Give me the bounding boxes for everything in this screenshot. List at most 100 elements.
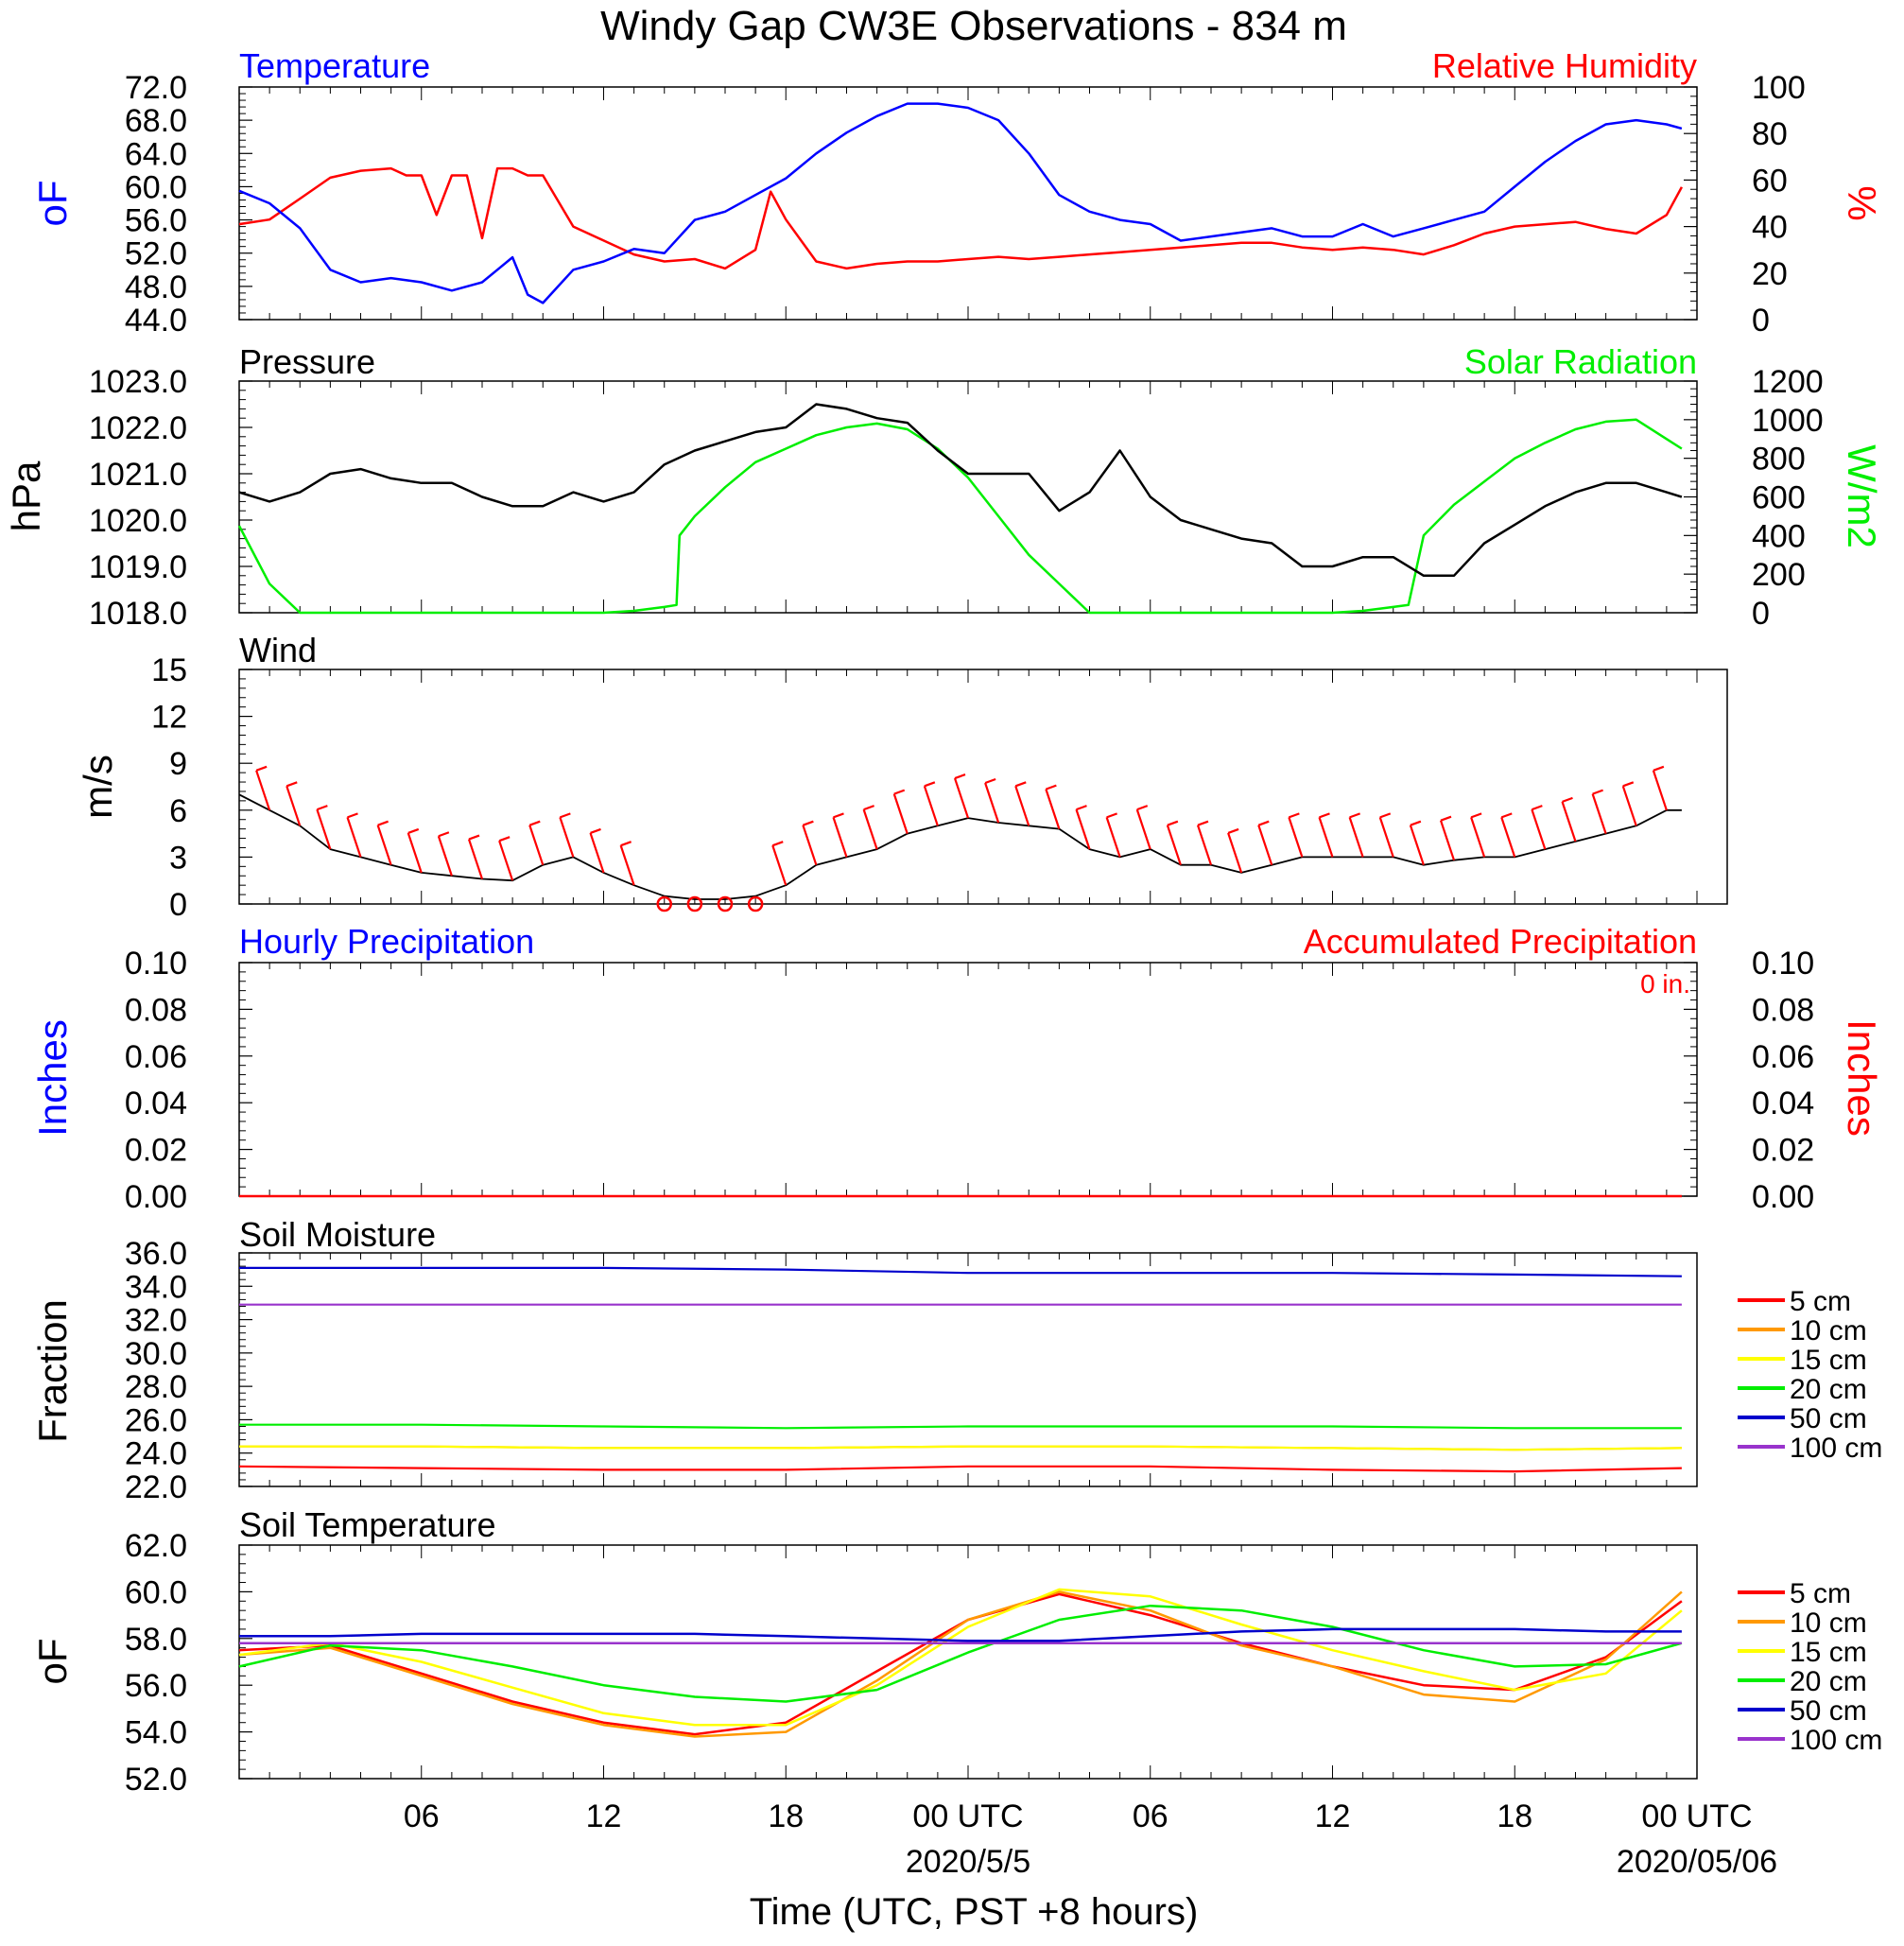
wind-barb-flag	[377, 820, 389, 826]
wind-barb-flag	[1319, 812, 1330, 819]
wind-barb	[1378, 817, 1394, 858]
solar-title: Solar Radiation	[1464, 342, 1697, 381]
wind-barb-flag	[407, 827, 420, 834]
wind-barb	[1621, 785, 1637, 826]
x-date-label: 2020/05/06	[1617, 1844, 1777, 1880]
panel-wind: 0 3 6 9 12 15 Wind m/s	[76, 631, 1728, 923]
soil-temperature-title: Soil Temperature	[239, 1505, 495, 1544]
wind-barb-flag	[590, 827, 601, 834]
accum-precip-value: 0 in.	[1640, 969, 1690, 999]
y-tick-label: 0.04	[125, 1086, 187, 1121]
wind-barb-flag	[924, 781, 936, 788]
y-tick-label: 100	[1752, 70, 1806, 106]
x-tick-label: 12	[586, 1798, 622, 1834]
hourly-precip-title: Hourly Precipitation	[239, 922, 534, 961]
wind-barb-flag	[1076, 805, 1087, 811]
wind-barb	[953, 777, 970, 819]
soil-moisture-line	[238, 1465, 1682, 1473]
wind-barb-flag	[1410, 820, 1422, 826]
soil-temperature-line	[238, 1604, 1683, 1703]
temperature-axis-label: oF	[30, 180, 75, 226]
legend-label: 50 cm	[1790, 1695, 1867, 1727]
y-tick-label: 600	[1752, 480, 1806, 516]
temp_rh-frame	[238, 86, 1698, 321]
y-tick-label: 0.04	[1752, 1086, 1814, 1121]
wind-barb-flag	[1440, 815, 1452, 822]
wind-barb-flag	[1197, 820, 1209, 826]
wind-barb	[286, 785, 302, 826]
y-tick-label: 24.0	[125, 1436, 187, 1472]
wind-barb	[1257, 825, 1273, 866]
y-tick-label: 60.0	[125, 169, 187, 205]
y-tick-label: 80	[1752, 116, 1788, 152]
calm-wind-marker	[717, 895, 734, 912]
wind-barb	[1014, 785, 1030, 826]
y-tick-label: 1018.0	[89, 596, 187, 632]
soil-temperature-axis-label: oF	[30, 1638, 75, 1684]
wind-barb	[1318, 817, 1334, 858]
x-tick-label: 00 UTC	[912, 1798, 1023, 1834]
y-tick-label: 28.0	[125, 1369, 187, 1405]
wind-barb-flag	[1562, 796, 1573, 803]
y-tick-label: 1019.0	[89, 549, 187, 585]
legend-label: 10 cm	[1790, 1607, 1867, 1639]
wind-speed-line	[238, 793, 1682, 900]
wind-barb-flag	[1531, 805, 1543, 811]
calm-wind-marker	[686, 895, 703, 912]
wind-barb	[589, 832, 605, 874]
soil-temperature-line	[238, 1588, 1683, 1727]
panel-precipitation: 0.00 0.02 0.04 0.06 0.08 0.10 0.00 0.02 0.04 0.06…	[30, 922, 1884, 1215]
y-tick-label: 0.08	[1752, 992, 1814, 1028]
wind-barb	[923, 785, 939, 826]
pressure-line	[238, 403, 1683, 578]
y-tick-label: 0.08	[125, 992, 187, 1028]
soil-temperature-line	[238, 1590, 1683, 1738]
wind-axis-label: m/s	[76, 755, 120, 819]
wind-barb-flag	[1622, 781, 1635, 788]
wind-barb-flag	[833, 812, 844, 819]
temperature-title: Temperature	[239, 46, 430, 85]
temperature-line	[238, 102, 1683, 304]
accum-precip-title: Accumulated Precipitation	[1304, 922, 1697, 961]
wind-barb	[467, 839, 484, 879]
y-tick-label: 60	[1752, 163, 1788, 199]
y-tick-label: 48.0	[125, 269, 187, 305]
wind-barb	[437, 835, 453, 877]
y-tick-label: 62.0	[125, 1528, 187, 1564]
calm-wind-marker	[747, 895, 764, 912]
y-tick-label: 44.0	[125, 303, 187, 339]
wind-barb-flag	[802, 820, 814, 826]
wind-barb	[316, 808, 332, 850]
solar-line	[237, 418, 1683, 615]
y-tick-label: 0.00	[125, 1179, 187, 1215]
chart-title: Windy Gap CW3E Observations - 834 m	[600, 3, 1347, 49]
wind-barb	[1105, 817, 1121, 858]
legend-label: 100 cm	[1790, 1433, 1882, 1464]
panel-pressure-solar: 1018.0 1019.0 1020.0 1021.0 1022.0 1023.0 0200…	[4, 342, 1884, 632]
wind-barb	[1075, 808, 1091, 850]
y-tick-label: 15	[151, 652, 187, 688]
wind-barb	[528, 825, 545, 866]
wind-barb-flag	[1653, 765, 1665, 772]
hourly-precip-axis-label: Inches	[30, 1019, 75, 1137]
wind-barb	[346, 817, 362, 858]
legend-label: 15 cm	[1790, 1345, 1867, 1376]
precip-frame	[238, 962, 1698, 1197]
y-tick-label: 26.0	[125, 1402, 187, 1438]
pressure-axis-label: hPa	[4, 460, 48, 531]
wind-barb	[1652, 770, 1668, 811]
pressure_solar-frame	[238, 380, 1698, 614]
y-tick-label: 800	[1752, 442, 1806, 478]
y-tick-label: 40	[1752, 210, 1788, 246]
y-tick-label: 36.0	[125, 1236, 187, 1272]
y-tick-label: 1200	[1752, 364, 1824, 400]
wind-barb	[771, 844, 788, 886]
wind-barb-flag	[1136, 805, 1149, 811]
x-tick-label: 18	[768, 1798, 804, 1834]
wind-barb	[862, 808, 878, 850]
x-tick-label: 06	[404, 1798, 440, 1834]
wind-barb	[619, 844, 635, 886]
wind-barb	[1409, 825, 1425, 866]
wind-barb-flag	[771, 841, 784, 847]
